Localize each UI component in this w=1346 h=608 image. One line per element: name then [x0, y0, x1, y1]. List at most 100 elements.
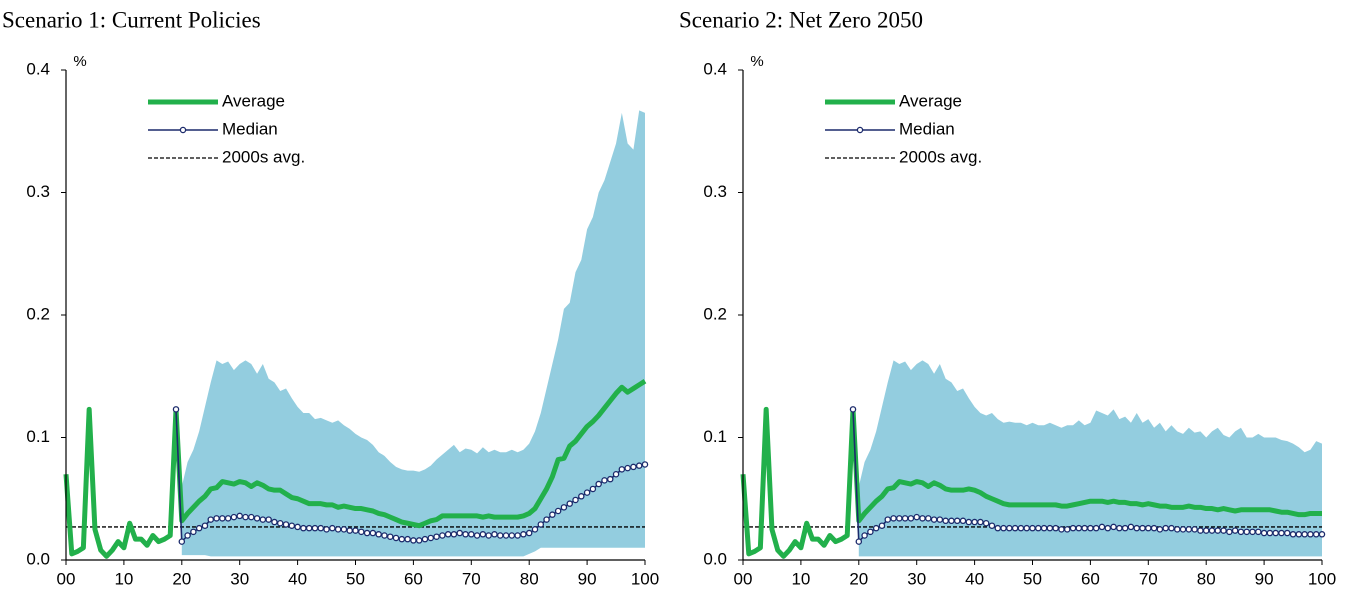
median-marker — [994, 524, 1002, 532]
x-tick-label: 40 — [965, 569, 984, 588]
median-marker — [1220, 527, 1227, 534]
median-marker — [578, 493, 585, 500]
legend-marker — [179, 126, 187, 134]
median-marker — [427, 534, 435, 542]
median-marker — [925, 515, 932, 522]
median-marker — [282, 521, 290, 528]
legend-label: 2000s avg. — [899, 147, 982, 166]
median-marker — [358, 528, 365, 536]
median-marker — [589, 485, 597, 493]
chart-title: Scenario 2: Net Zero 2050 — [679, 7, 923, 32]
median-marker — [878, 522, 886, 529]
median-marker — [213, 515, 220, 522]
y-unit: % — [750, 53, 763, 70]
median-marker — [612, 470, 620, 478]
median-marker — [1301, 531, 1308, 538]
median-marker — [1243, 528, 1250, 536]
median-marker — [1231, 527, 1239, 534]
median-marker — [907, 515, 915, 522]
median-marker — [566, 500, 573, 507]
y-tick-label: 0.1 — [26, 427, 50, 446]
median-marker — [496, 532, 504, 539]
median-marker — [491, 531, 498, 538]
median-marker — [195, 524, 203, 532]
median-marker — [1295, 531, 1303, 538]
y-tick-label: 0.3 — [26, 182, 50, 201]
median-marker — [392, 534, 400, 542]
median-marker — [1040, 524, 1048, 532]
median-marker — [502, 532, 510, 539]
median-marker — [618, 466, 626, 473]
median-marker — [1272, 529, 1279, 537]
x-tick-label: 90 — [1255, 569, 1274, 588]
median-marker — [607, 475, 614, 483]
median-marker — [890, 515, 897, 522]
x-tick-label: 20 — [172, 569, 191, 588]
x-tick-label: 90 — [578, 569, 597, 588]
median-marker — [485, 532, 492, 539]
median-marker — [317, 524, 325, 532]
median-marker — [1312, 531, 1320, 538]
median-marker — [259, 516, 267, 523]
median-marker — [329, 524, 336, 532]
y-tick-label: 0.0 — [26, 549, 50, 568]
median-marker — [988, 522, 996, 529]
median-marker — [1046, 524, 1054, 532]
median-marker — [1289, 531, 1297, 538]
median-marker — [1255, 528, 1262, 536]
median-marker — [433, 533, 440, 540]
median-marker — [305, 524, 313, 532]
median-marker — [1179, 526, 1187, 533]
median-marker — [236, 512, 243, 520]
x-tick-label: 80 — [1197, 569, 1216, 588]
x-tick-label: 20 — [849, 569, 868, 588]
median-marker — [930, 516, 938, 523]
median-marker — [1058, 526, 1065, 533]
median-marker — [1127, 523, 1135, 531]
median-marker — [346, 527, 353, 534]
legend-label: Median — [899, 119, 955, 138]
x-tick-label: 00 — [57, 569, 76, 588]
legend-label: 2000s avg. — [222, 147, 305, 166]
median-marker — [1063, 526, 1071, 533]
median-marker — [248, 513, 255, 521]
median-marker — [334, 526, 342, 533]
average-line — [63, 379, 647, 559]
median-marker — [415, 537, 423, 544]
median-marker — [601, 477, 608, 484]
median-marker — [172, 406, 180, 413]
median-marker — [265, 516, 272, 523]
median-marker — [271, 518, 278, 526]
median-marker — [630, 463, 637, 471]
median-marker — [1011, 524, 1019, 532]
median-marker — [896, 515, 903, 522]
median-marker — [1318, 531, 1326, 538]
median-marker — [1197, 527, 1204, 534]
median-marker — [224, 515, 232, 522]
average-line — [740, 406, 1322, 559]
median-marker — [230, 513, 238, 521]
median-marker — [1185, 526, 1193, 533]
median-marker — [311, 524, 319, 532]
y-tick-label: 0.4 — [703, 59, 727, 78]
legend-label: Average — [222, 91, 285, 110]
median-marker — [901, 515, 909, 522]
x-tick-label: 100 — [1308, 569, 1336, 588]
median-marker — [554, 507, 562, 515]
legend-marker — [856, 126, 864, 134]
median-marker — [919, 515, 926, 522]
median-marker — [184, 532, 191, 539]
median-marker — [386, 533, 394, 540]
median-marker — [178, 538, 186, 545]
legend-label: Median — [222, 119, 278, 138]
median-marker — [201, 522, 209, 529]
x-tick-label: 10 — [791, 569, 810, 588]
median-marker — [1208, 527, 1216, 534]
median-marker — [323, 526, 330, 533]
median-marker — [1006, 524, 1013, 532]
median-marker — [624, 464, 631, 472]
median-marker — [352, 527, 359, 534]
median-marker — [1226, 528, 1233, 536]
median-marker — [421, 535, 429, 543]
